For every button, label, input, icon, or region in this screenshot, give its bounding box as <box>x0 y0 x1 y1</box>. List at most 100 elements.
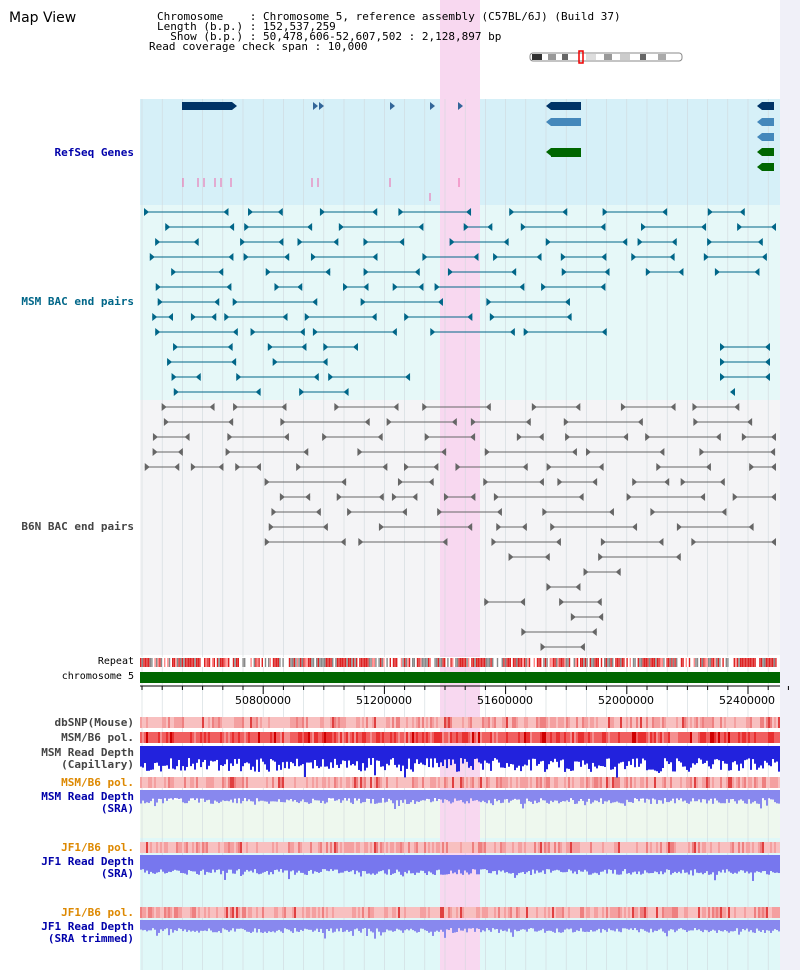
jf1-pol2-heat <box>434 907 436 918</box>
msm-depth-sra-bar <box>730 790 732 800</box>
msm-depth-sra-bar <box>472 790 474 801</box>
msm-pol-heat <box>362 732 364 743</box>
dbsnp-heat <box>574 717 576 728</box>
jf1-depth-trim-bar <box>200 920 202 931</box>
dbsnp-heat <box>770 717 772 728</box>
msm-depth-sra-bar <box>166 790 168 801</box>
b6n-bac-pair-end <box>571 448 577 456</box>
jf1-depth-bar <box>568 855 570 870</box>
jf1-depth-bar <box>684 855 686 873</box>
jf1-depth-bar <box>196 855 198 874</box>
repeat-mark <box>591 658 593 667</box>
msm-depth-cap-bar <box>464 746 466 759</box>
dbsnp-heat <box>498 717 500 728</box>
dbsnp-heat <box>186 717 188 728</box>
dbsnp-heat <box>738 717 740 728</box>
jf1-pol2-heat <box>736 907 738 918</box>
repeat-mark <box>216 658 219 667</box>
jf1-depth-trim-bar <box>314 920 316 931</box>
repeat-mark <box>460 658 462 667</box>
jf1-pol2-heat <box>438 907 440 918</box>
dbsnp-heat <box>744 717 746 728</box>
jf1-depth-trim-bar <box>740 920 742 932</box>
msm-pol2-heat <box>766 777 768 788</box>
msm-pol2-heat <box>776 777 778 788</box>
msm-depth-sra-bar <box>518 790 520 800</box>
jf1-depth-bar <box>546 855 548 870</box>
repeat-mark <box>412 658 414 667</box>
jf1-depth-bar <box>282 855 284 873</box>
msm-bac-pair-end <box>229 223 235 231</box>
repeat-mark <box>258 658 260 667</box>
jf1-depth-bar <box>618 855 620 875</box>
msm-depth-cap-bar <box>450 746 452 766</box>
msm-depth-sra-bar <box>692 790 694 799</box>
b6n-bac-pair-end <box>228 418 234 426</box>
jf1-pol2-heat <box>444 907 446 918</box>
jf1-depth-bar <box>654 855 656 872</box>
jf1-depth-trim-bar <box>386 920 388 930</box>
repeat-mark <box>722 658 724 667</box>
msm-pol-heat <box>376 732 378 743</box>
b6n-bac-pair-end <box>184 433 190 441</box>
msm-pol-heat <box>148 732 150 743</box>
msm-bac-pair-end <box>310 253 316 261</box>
dbsnp-heat <box>706 717 708 728</box>
jf1-depth-trim-bar <box>404 920 406 931</box>
msm-depth-cap-bar <box>646 746 648 771</box>
repeat-mark <box>340 658 342 667</box>
msm-depth-sra-bar <box>488 790 490 801</box>
jf1-pol2-heat <box>486 907 488 918</box>
repeat-mark <box>253 658 255 667</box>
dbsnp-heat <box>736 717 738 728</box>
msm-pol-heat <box>454 732 456 743</box>
dbsnp-heat <box>718 717 720 728</box>
b6n-bac-pair-end <box>699 448 705 456</box>
jf1-depth-trim-bar <box>700 920 702 931</box>
jf1-depth-bar <box>298 855 300 871</box>
msm-pol-heat <box>182 732 184 743</box>
msm-pol2-heat <box>272 777 274 788</box>
jf1-depth-trim-bar <box>148 920 150 931</box>
jf1-pol2-heat <box>410 907 412 918</box>
jf1-pol2-heat <box>326 907 328 918</box>
msm-pol2-heat <box>544 777 546 788</box>
msm-pol-heat <box>520 732 522 743</box>
jf1-pol2-heat <box>412 907 414 918</box>
b6n-bac-pair-end <box>700 493 706 501</box>
msm-depth-cap-bar <box>342 746 344 761</box>
msm-pol2-heat <box>556 777 558 788</box>
repeat-mark <box>565 658 567 667</box>
jf1-pol2-heat <box>178 907 180 918</box>
msm-depth-cap-bar <box>442 746 444 767</box>
msm-depth-cap-bar <box>200 746 202 768</box>
repeat-mark <box>695 658 697 667</box>
dbsnp-heat <box>184 717 186 728</box>
jf1-pol-heat <box>406 842 408 853</box>
msm-pol2-heat <box>748 777 750 788</box>
jf1-depth-trim-bar <box>718 920 720 931</box>
msm-depth-sra-bar <box>148 790 150 803</box>
msm-depth-cap-bar <box>726 746 728 764</box>
jf1-pol2-heat <box>302 907 304 918</box>
msm-pol2-heat <box>176 777 178 788</box>
dbsnp-heat <box>334 717 336 728</box>
jf1-pol-heat <box>548 842 550 853</box>
dbsnp-heat <box>244 717 246 728</box>
jf1-depth-bar <box>342 855 344 873</box>
msm-pol-heat <box>584 732 586 743</box>
jf1-pol2-heat <box>156 907 158 918</box>
repeat-mark <box>644 658 646 667</box>
b6n-bac-pair-end <box>658 538 664 546</box>
jf1-pol-heat <box>532 842 534 853</box>
track-label-refseq[interactable]: RefSeq Genes <box>54 146 134 159</box>
dbsnp-heat <box>778 717 780 728</box>
msm-pol-heat <box>748 732 750 743</box>
track-label-msm-bac[interactable]: MSM BAC end pairs <box>21 295 134 308</box>
msm-depth-cap-bar <box>266 746 268 770</box>
jf1-pol2-heat <box>258 907 260 918</box>
msm-depth-cap-bar <box>334 746 336 759</box>
track-label-b6n-bac[interactable]: B6N BAC end pairs <box>21 520 134 533</box>
gene-arrow <box>757 118 762 126</box>
